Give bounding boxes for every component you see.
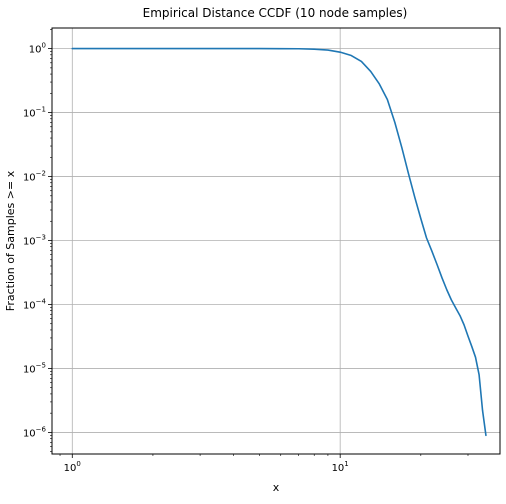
y-tick-label: 10−6 xyxy=(23,425,47,439)
y-tick-label: 10−3 xyxy=(23,234,46,248)
x-tick-label: 100 xyxy=(64,460,81,474)
y-tick-label: 10−2 xyxy=(23,170,46,184)
x-tick-label: 101 xyxy=(332,460,349,474)
y-tick-label: 100 xyxy=(29,42,46,56)
chart-title: Empirical Distance CCDF (10 node samples… xyxy=(143,6,408,20)
plot-area-frame xyxy=(51,27,501,455)
y-tick-label: 10−4 xyxy=(23,297,47,311)
series-layer xyxy=(71,47,487,437)
ccdf-series-line xyxy=(71,47,487,437)
y-tick-label: 10−5 xyxy=(23,361,46,375)
y-tick-label: 10−1 xyxy=(23,106,46,120)
y-axis-label: Fraction of Samples >= x xyxy=(4,170,17,311)
ticks: 100 101 100 10−1 10−2 10−3 10−4 10−5 10−6 xyxy=(23,29,469,474)
x-axis-label: x xyxy=(273,481,280,494)
